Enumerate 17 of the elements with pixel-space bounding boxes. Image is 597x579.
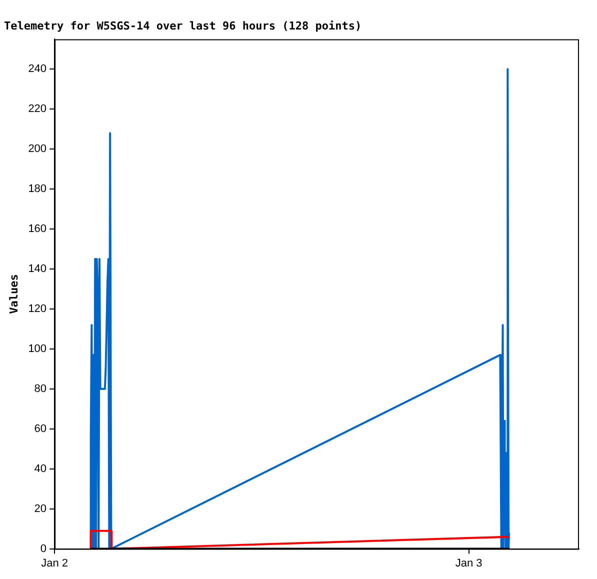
y-tick-label: 80 [34,382,47,395]
y-axis-title: Values [7,274,20,314]
y-tick-label: 120 [28,303,47,316]
y-tick-label: 40 [34,462,47,475]
y-tick-label: 160 [28,223,47,236]
y-tick-label: 140 [28,263,47,276]
chart-title: Telemetry for W5SGS-14 over last 96 hours (128 points) [4,19,362,32]
y-tick-label: 60 [34,422,47,435]
y-tick-label: 0 [40,542,47,555]
y-tick-label: 240 [28,63,47,76]
y-tick-label: 100 [28,342,47,355]
x-tick-label: Jan 2 [41,557,68,570]
y-tick-label: 220 [28,103,47,116]
y-tick-label: 20 [34,502,47,515]
y-tick-label: 180 [28,183,47,196]
y-tick-label: 200 [28,143,47,156]
x-tick-label: Jan 3 [455,557,482,570]
